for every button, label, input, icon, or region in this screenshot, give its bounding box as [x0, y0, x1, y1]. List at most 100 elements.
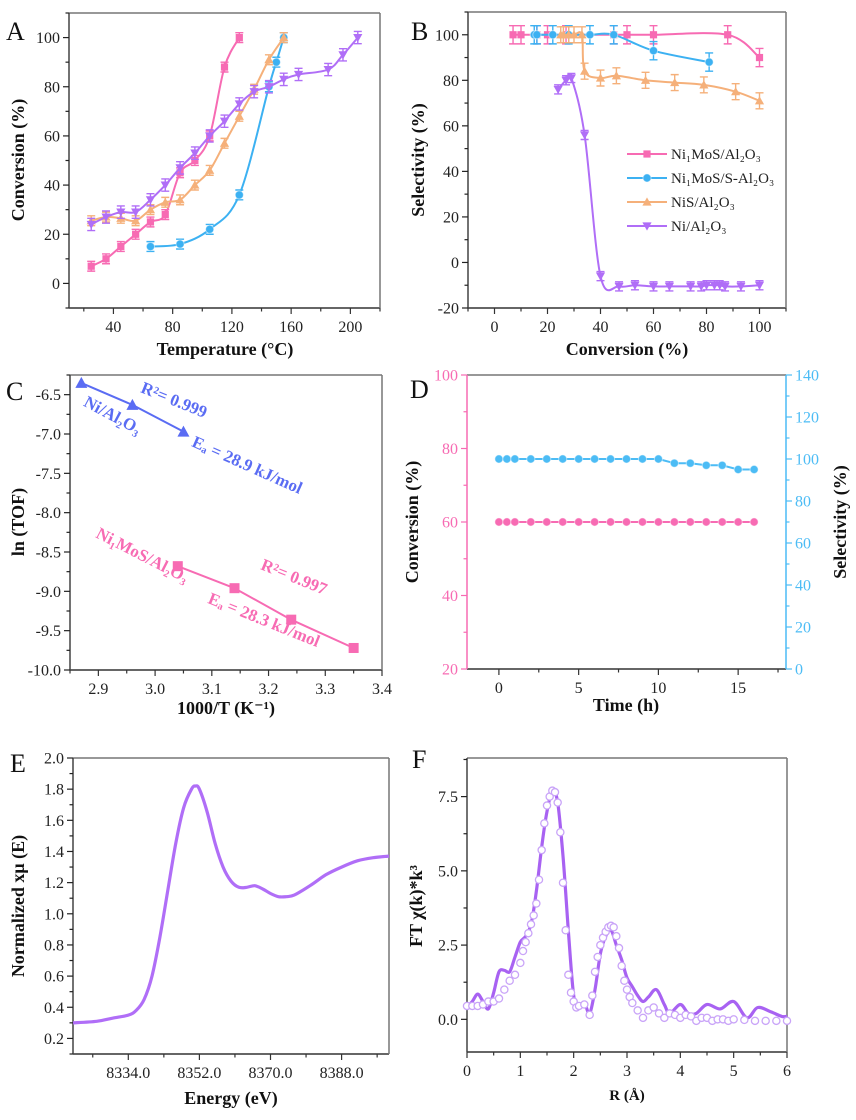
triangle-down-marker: [614, 282, 624, 291]
triangle-up-marker: [577, 30, 587, 39]
x-tick-label: 20: [540, 319, 556, 336]
circle-marker: [637, 517, 648, 527]
x-tick-label: 3.3: [315, 681, 335, 698]
legend-label: NiS/Al₂O₃: [671, 195, 735, 211]
y-tick-label: -9.0: [36, 584, 61, 601]
triangle-up-marker: [234, 111, 244, 120]
square-marker: [191, 156, 199, 165]
y-tick-label: 0.8: [44, 937, 64, 954]
triangle-up-marker: [699, 80, 709, 89]
square-marker: [146, 218, 155, 226]
triangle-down-marker: [630, 281, 640, 290]
legend-item: Ni/Al₂O₃: [627, 219, 726, 235]
triangle-down-marker: [353, 33, 363, 43]
x-tick-label: 2.9: [88, 681, 108, 698]
triangle-down-marker: [190, 149, 200, 158]
x-tick-label: 40: [105, 319, 121, 336]
square-marker: [102, 255, 110, 263]
open-circle-marker: [561, 925, 570, 935]
circle-marker: [574, 517, 584, 527]
x-axis-label-d: Time (h): [593, 695, 659, 716]
y-tick-label: -10.0: [28, 663, 61, 680]
y-tick-label: 60: [443, 118, 459, 135]
x-axis-label-c: 1000/T (K⁻¹): [177, 698, 275, 719]
y-tick-label: 5.0: [438, 863, 458, 880]
y-tick-label: 20: [443, 209, 459, 226]
y-tick-label: 0.0: [438, 1012, 458, 1029]
x-tick-label: 160: [279, 319, 303, 336]
legend-item: Ni₁MoS/Al₂O₃: [627, 147, 761, 163]
open-circle-marker: [782, 1016, 792, 1026]
circle-marker: [685, 517, 695, 527]
annotation-label: Eₐ = 28.9 kJ/mol: [189, 432, 305, 498]
triangle-down-marker: [580, 131, 590, 140]
square-marker: [509, 31, 517, 39]
triangle-up-marker: [126, 398, 139, 410]
triangle-down-marker: [205, 132, 215, 141]
circle-marker: [621, 454, 632, 464]
x-tick-label: 40: [593, 319, 609, 336]
circle-marker: [510, 517, 520, 527]
annotation-label: Eₐ = 28.3 kJ/mol: [206, 589, 323, 651]
open-circle-marker: [609, 923, 618, 932]
series-2: [494, 454, 759, 475]
legend-label: Ni₁MoS/S-Al₂O₃: [671, 171, 774, 187]
y-tick-label: 80: [443, 73, 459, 90]
triangle-down-marker: [323, 65, 333, 75]
y2-tick-label: 120: [795, 410, 819, 427]
series-2: [462, 786, 792, 1026]
circle-marker: [532, 30, 542, 40]
triangle-down-marker: [86, 220, 96, 230]
triangle-up-marker: [205, 165, 215, 174]
annotation-label: R²= 0.999: [138, 378, 210, 422]
triangle-down-marker: [160, 181, 170, 190]
series-1: [75, 376, 190, 437]
square-marker: [132, 230, 140, 238]
circle-marker: [494, 454, 504, 464]
circle-marker: [621, 517, 632, 527]
open-circle-marker: [654, 1009, 664, 1018]
circle-marker: [234, 190, 244, 200]
open-circle-marker: [761, 1016, 770, 1026]
open-circle-marker: [740, 1015, 749, 1025]
open-circle-marker: [553, 798, 562, 807]
x-tick-label: 0: [491, 319, 499, 336]
y-tick-label: 1.6: [44, 813, 64, 830]
x-tick-label: 8352.0: [177, 1065, 221, 1082]
y-tick-label: 0.2: [44, 1031, 64, 1048]
open-circle-marker: [588, 991, 597, 1000]
triangle-down-marker: [131, 208, 141, 217]
y2-tick-label: 60: [795, 536, 811, 553]
triangle-up-marker: [731, 87, 741, 96]
circle-marker: [701, 460, 711, 470]
y2-axis-label-d: Selectivity (%): [830, 465, 851, 578]
square-marker: [517, 31, 525, 39]
open-circle-marker: [649, 1003, 658, 1012]
open-circle-marker: [593, 952, 602, 962]
square-marker: [87, 262, 95, 270]
circle-marker: [175, 239, 185, 249]
square-marker: [643, 150, 651, 158]
x-tick-label: 2: [570, 1063, 578, 1080]
triangle-up-marker: [611, 71, 621, 80]
series-1: [494, 517, 759, 527]
circle-marker: [642, 173, 652, 183]
y2-tick-label: 20: [795, 620, 811, 637]
annotation-label: Ni/Al₂O₃: [81, 392, 145, 438]
y2-tick-label: 100: [795, 452, 819, 469]
triangle-up-marker: [131, 216, 141, 225]
open-circle-marker: [532, 899, 541, 908]
y2-tick-label: 0: [795, 662, 803, 679]
circle-marker: [574, 454, 584, 464]
y2-tick-label: 40: [795, 578, 811, 595]
triangle-up-marker: [177, 425, 190, 437]
chart-panel-a: 40 80 120 160 200 0 20 40 60 80 100: [36, 12, 381, 336]
legend-label: Ni₁MoS/Al₂O₃: [671, 147, 761, 163]
circle-marker: [717, 517, 727, 527]
series-line: [90, 37, 241, 268]
triangle-down-marker: [338, 51, 348, 60]
circle-marker: [494, 517, 504, 527]
y-axis-label-c: ln (TOF): [8, 488, 29, 556]
y-tick-label: 0: [451, 255, 459, 272]
open-circle-marker: [580, 1000, 589, 1009]
